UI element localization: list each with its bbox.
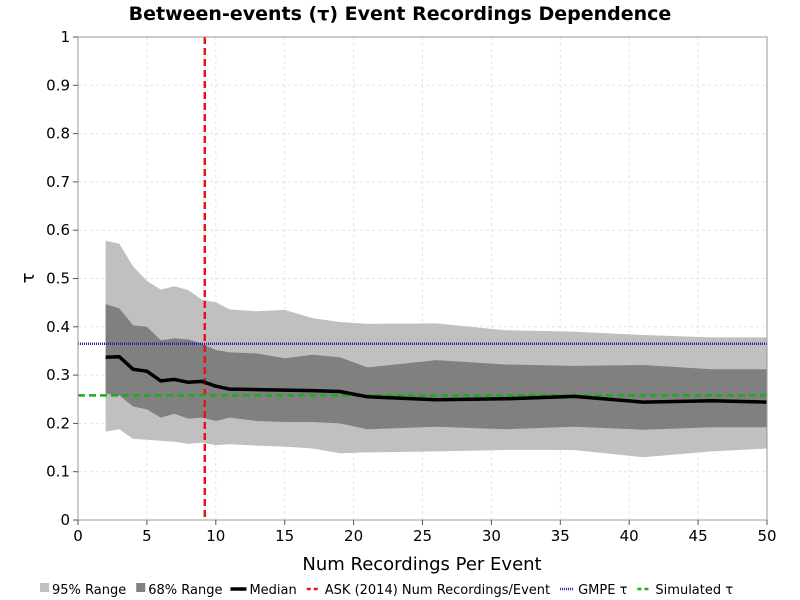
x-tick-label: 25 [413, 527, 432, 545]
legend-item: GMPE τ [560, 583, 628, 598]
x-axis-label: Num Recordings Per Event [302, 554, 541, 575]
legend-label: GMPE τ [578, 583, 627, 598]
x-tick-label: 40 [620, 527, 639, 545]
y-tick-label: 0.6 [46, 221, 70, 239]
x-tick-label: 35 [551, 527, 570, 545]
y-tick-label: 0.1 [46, 463, 70, 481]
y-tick-label: 0.3 [46, 366, 70, 384]
y-tick-label: 0.7 [46, 173, 70, 191]
legend-swatch [40, 583, 49, 592]
legend-item: ASK (2014) Num Recordings/Event [306, 583, 550, 598]
legend-item: 95% Range [40, 583, 126, 598]
legend-label: Simulated τ [655, 583, 733, 598]
legend-item: Median [230, 583, 297, 598]
median-line [105, 354, 768, 404]
x-tick-label: 50 [757, 527, 776, 545]
x-tick-label: 45 [689, 527, 708, 545]
x-tick-label: 30 [482, 527, 501, 545]
legend-swatch [136, 583, 146, 592]
y-axis-label: τ [18, 273, 39, 284]
series-lines [78, 37, 768, 520]
y-tick-label: 0.2 [46, 414, 70, 432]
legend-item: 68% Range [136, 583, 222, 598]
y-tick-label: 0.5 [46, 270, 70, 288]
y-axis-ticks: 0 0.1 0.2 0.3 0.4 0.5 0.6 0.7 0.8 0.9 1 [46, 28, 78, 529]
legend-label: 95% Range [52, 583, 126, 598]
x-tick-label: 15 [275, 527, 294, 545]
y-tick-label: 0.4 [46, 318, 70, 336]
x-axis-ticks: 0 5 10 15 20 25 30 35 40 45 50 [73, 520, 777, 545]
x-tick-label: 20 [344, 527, 363, 545]
y-tick-label: 0.8 [46, 125, 70, 143]
x-tick-label: 10 [206, 527, 225, 545]
y-tick-label: 1 [60, 28, 70, 46]
y-tick-label: 0.9 [46, 76, 70, 94]
x-tick-label: 0 [73, 527, 83, 545]
legend-label: ASK (2014) Num Recordings/Event [325, 583, 550, 598]
x-tick-label: 5 [142, 527, 152, 545]
legend-label: Median [249, 583, 296, 598]
chart-title: Between-events (τ) Event Recordings Depe… [129, 3, 672, 25]
y-tick-label: 0 [60, 511, 70, 529]
legend-item: Simulated τ [637, 583, 733, 598]
legend-label: 68% Range [148, 583, 222, 598]
legend: 95% Range 68% Range Median ASK (2014) Num R… [40, 583, 733, 598]
